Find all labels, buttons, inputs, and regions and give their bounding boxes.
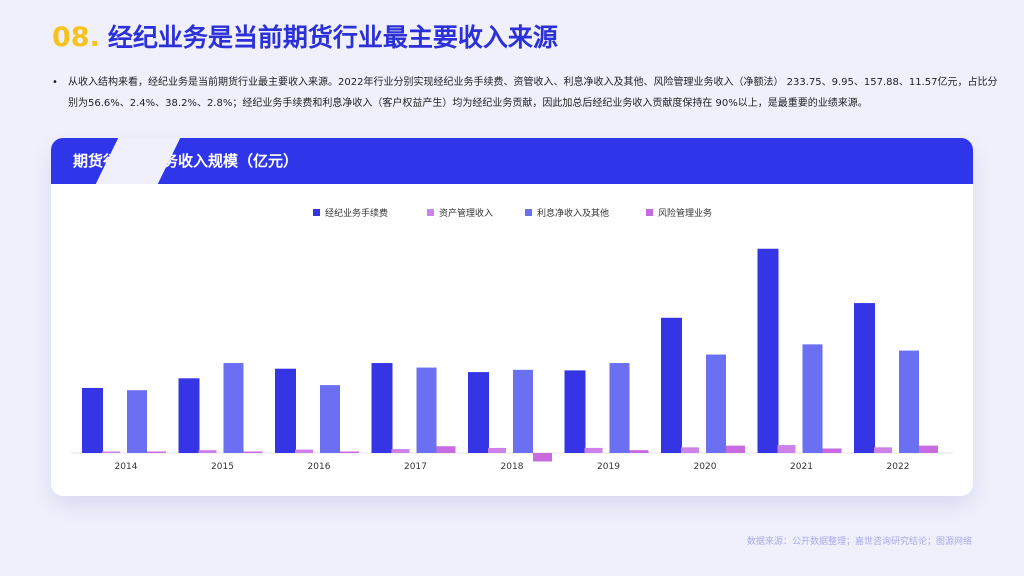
legend-item: 利息净收入及其他 bbox=[525, 206, 609, 219]
bar bbox=[371, 363, 393, 453]
bar bbox=[584, 447, 603, 453]
title-text: 经纪业务是当前期货行业最主要收入来源 bbox=[107, 23, 558, 52]
bar bbox=[320, 385, 340, 453]
chart-card-header: 期货行业分业务收入规模（亿元） bbox=[51, 138, 973, 184]
bar bbox=[822, 448, 842, 453]
legend-item: 风险管理业务 bbox=[646, 206, 712, 219]
bar bbox=[777, 445, 796, 453]
legend-swatch bbox=[525, 209, 532, 216]
legend-label: 资产管理收入 bbox=[439, 209, 494, 219]
section-number: 08. bbox=[52, 22, 100, 53]
bullet-icon: • bbox=[52, 77, 58, 88]
bar bbox=[127, 390, 147, 453]
bar bbox=[513, 369, 533, 453]
bar bbox=[295, 449, 313, 453]
x-tick-label: 2015 bbox=[211, 462, 234, 472]
bar bbox=[102, 451, 120, 453]
bar bbox=[564, 370, 586, 453]
bar bbox=[609, 363, 630, 453]
legend-label: 经纪业务手续费 bbox=[325, 209, 389, 219]
x-tick-label: 2018 bbox=[501, 462, 524, 472]
bar bbox=[391, 449, 410, 453]
description-text: 从收入结构来看，经纪业务是当前期货行业最主要收入来源。2022年行业分别实现经纪… bbox=[68, 77, 998, 109]
bar bbox=[802, 344, 823, 453]
legend-swatch bbox=[313, 209, 320, 216]
x-tick-label: 2021 bbox=[790, 462, 813, 472]
description: • 从收入结构来看，经纪业务是当前期货行业最主要收入来源。2022年行业分别实现… bbox=[52, 72, 998, 114]
bar bbox=[899, 350, 919, 453]
x-tick-label: 2014 bbox=[115, 462, 138, 472]
bar bbox=[223, 363, 244, 453]
legend-swatch bbox=[646, 209, 653, 216]
bar bbox=[706, 354, 726, 453]
chart-legend: 经纪业务手续费 资产管理收入 利息净收入及其他 风险管理业务 bbox=[51, 206, 973, 220]
bar bbox=[275, 368, 296, 453]
bar bbox=[468, 372, 489, 453]
bar bbox=[661, 317, 682, 453]
x-tick-label: 2022 bbox=[887, 462, 910, 472]
page-title: 08. 经纪业务是当前期货行业最主要收入来源 bbox=[52, 18, 558, 54]
x-tick-label: 2020 bbox=[694, 462, 717, 472]
legend-label: 风险管理业务 bbox=[658, 209, 713, 219]
bar bbox=[178, 378, 200, 453]
legend-item: 经纪业务手续费 bbox=[313, 206, 388, 219]
x-tick-label: 2016 bbox=[308, 462, 331, 472]
bar bbox=[198, 450, 217, 453]
bar bbox=[488, 447, 506, 453]
bar bbox=[147, 451, 166, 453]
bar bbox=[629, 450, 649, 453]
bar bbox=[757, 248, 779, 453]
bar-chart: 2014 2015 2016 2017 2018 2019 2020 2021 2022 bbox=[71, 248, 953, 472]
chart-card: 期货行业分业务收入规模（亿元） 经纪业务手续费 资产管理收入 利息净收入及其他 风险管… bbox=[51, 138, 973, 496]
source-note: 数据来源：公开数据整理；嘉世咨询研究结论；图源网络 bbox=[746, 537, 972, 547]
bar bbox=[681, 447, 699, 453]
bar bbox=[416, 367, 437, 453]
x-tick-label: 2019 bbox=[597, 462, 620, 472]
bar bbox=[533, 453, 552, 462]
bar bbox=[243, 451, 263, 453]
bar bbox=[726, 445, 745, 453]
bar bbox=[919, 445, 938, 453]
bar bbox=[340, 451, 359, 453]
bar bbox=[436, 446, 456, 453]
legend-item: 资产管理收入 bbox=[427, 206, 493, 219]
legend-swatch bbox=[427, 209, 434, 216]
bar bbox=[874, 447, 892, 453]
x-tick-label: 2017 bbox=[404, 462, 427, 472]
bar bbox=[82, 387, 103, 453]
bar bbox=[854, 303, 875, 453]
legend-label: 利息净收入及其他 bbox=[537, 209, 610, 219]
